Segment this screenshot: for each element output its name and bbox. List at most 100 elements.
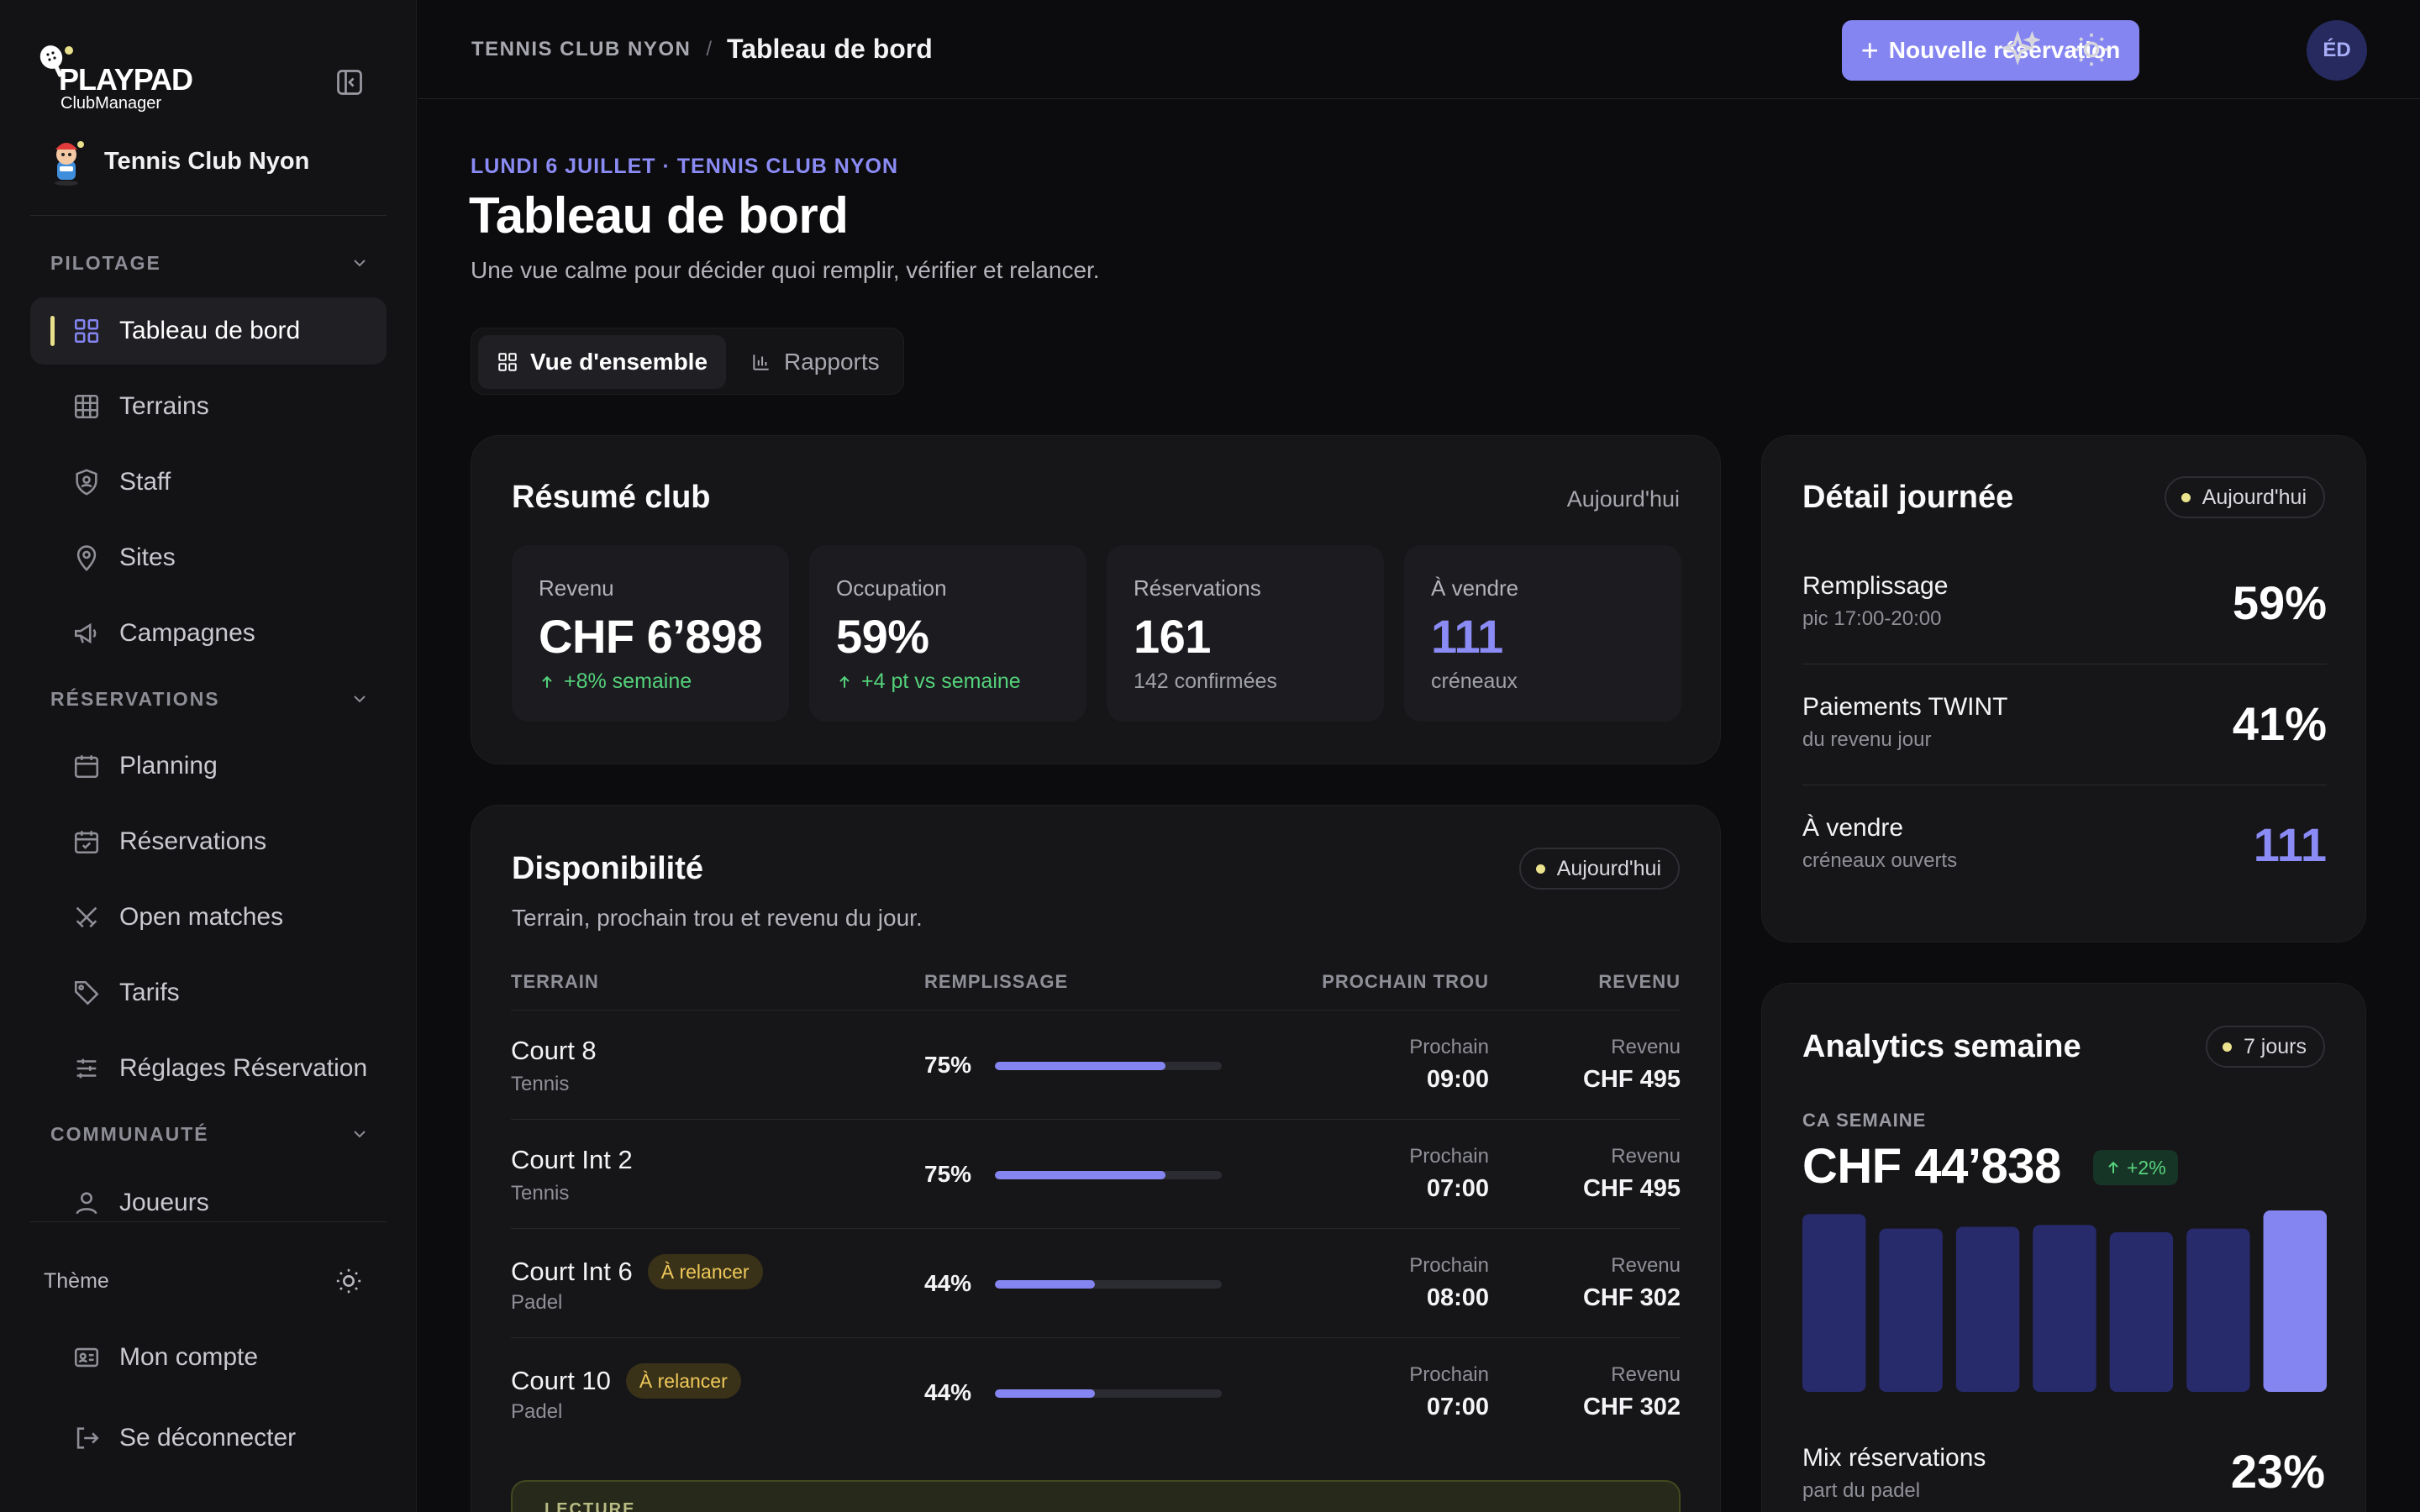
tab-label: Vue d'ensemble xyxy=(530,349,708,375)
week-bar-4[interactable] xyxy=(2033,1225,2096,1392)
sidebar-item-planning[interactable]: Planning xyxy=(30,732,387,800)
club-switcher[interactable]: Tennis Club Nyon xyxy=(47,134,309,188)
court-name: Court Int 6 À relancer xyxy=(511,1254,763,1289)
sidebar-item-label: Open matches xyxy=(119,903,284,931)
new-booking-button[interactable]: + Nouvelle réservation xyxy=(1842,20,2139,81)
collapse-sidebar-icon[interactable] xyxy=(334,67,365,97)
next-slot-label: Prochain xyxy=(1409,1145,1489,1168)
sidebar-item-label: Terrains xyxy=(119,392,209,420)
court-label: Court Int 2 xyxy=(511,1145,633,1174)
sidebar-item-reservations[interactable]: Réservations xyxy=(30,808,387,875)
column-prochain-trou[interactable]: PROCHAIN TROU xyxy=(1322,971,1489,992)
sidebar-item-reglages-reservation[interactable]: Réglages Réservation xyxy=(30,1035,387,1102)
day-detail-period-pill[interactable]: Aujourd'hui xyxy=(2164,476,2325,518)
week-bar-2[interactable] xyxy=(1879,1228,1943,1392)
breadcrumb-club[interactable]: TENNIS CLUB NYON xyxy=(471,37,692,60)
revenue-value: CHF 302 xyxy=(1582,1284,1681,1311)
sidebar-item-tarifs[interactable]: Tarifs xyxy=(30,959,387,1026)
mix-value: 23% xyxy=(2230,1445,2325,1498)
fill-percent: 44% xyxy=(924,1270,972,1296)
week-bar-1[interactable] xyxy=(1802,1214,1866,1392)
revenue-value: CHF 495 xyxy=(1582,1066,1681,1093)
group-pilotage[interactable]: PILOTAGE xyxy=(50,246,370,280)
sidebar-item-tableau-de-bord[interactable]: Tableau de bord xyxy=(30,297,387,365)
week-bar-3[interactable] xyxy=(1955,1226,2020,1392)
week-bar-6[interactable] xyxy=(2186,1228,2250,1392)
playpad-logo[interactable]: PLAYPAD ClubManager xyxy=(37,44,197,116)
week-bar-5[interactable] xyxy=(2109,1231,2174,1392)
stat-label: Occupation xyxy=(836,575,947,601)
sidebar-item-mon-compte[interactable]: Mon compte xyxy=(30,1324,387,1391)
stat-label: Revenu xyxy=(539,575,614,601)
group-communaute[interactable]: COMMUNAUTÉ xyxy=(50,1117,370,1151)
column-revenu[interactable]: REVENU xyxy=(1598,971,1681,992)
revenue-value: CHF 495 xyxy=(1582,1175,1681,1202)
tab-rapports[interactable]: Rapports xyxy=(732,335,898,389)
sidebar-item-terrains[interactable]: Terrains xyxy=(30,373,387,440)
page-title: Tableau de bord xyxy=(469,187,849,244)
detail-value: 41% xyxy=(2232,697,2327,750)
availability-period-pill[interactable]: Aujourd'hui xyxy=(1518,848,1680,890)
court-label: Court Int 6 xyxy=(511,1257,633,1286)
group-reservations-label: RÉSERVATIONS xyxy=(50,687,220,710)
table-row[interactable]: Court 8 Tennis 75% Prochain 09:00 Revenu… xyxy=(511,1010,1681,1119)
sidebar-item-label: Joueurs xyxy=(119,1189,209,1216)
stat-revenu[interactable]: Revenu CHF 6’898 +8% semaine xyxy=(512,545,789,722)
sidebar-item-sites[interactable]: Sites xyxy=(30,524,387,591)
stat-value: CHF 6’898 xyxy=(539,610,763,663)
fill-percent: 75% xyxy=(924,1161,972,1187)
column-remplissage[interactable]: REMPLISSAGE xyxy=(924,971,1069,992)
arrow-up-icon xyxy=(2108,1161,2118,1173)
sidebar: PLAYPAD ClubManager Tennis Club Nyon PIL… xyxy=(0,0,417,1512)
week-bar-7[interactable] xyxy=(2263,1210,2327,1392)
sidebar-item-campagnes[interactable]: Campagnes xyxy=(30,600,387,667)
analytics-period-pill[interactable]: 7 jours xyxy=(2205,1026,2325,1068)
table-row[interactable]: Court Int 2 Tennis 75% Prochain 07:00 Re… xyxy=(511,1119,1681,1228)
group-reservations[interactable]: RÉSERVATIONS xyxy=(50,682,370,716)
sidebar-item-se-deconnecter[interactable]: Se déconnecter xyxy=(30,1404,387,1472)
theme-label: Thème xyxy=(44,1268,109,1293)
ca-week-value: CHF 44’838 xyxy=(1802,1139,2061,1194)
pill-label: 7 jours xyxy=(2243,1034,2307,1058)
sparkles-icon[interactable] xyxy=(2002,30,2040,69)
group-pilotage-label: PILOTAGE xyxy=(50,251,161,274)
stat-note-text: +8% semaine xyxy=(564,669,692,693)
next-slot-time: 07:00 xyxy=(1426,1394,1489,1420)
stat-note: +8% semaine xyxy=(539,669,692,694)
sun-icon[interactable] xyxy=(334,1267,363,1295)
table-row[interactable]: Court Int 6 À relancer Padel 44% Prochain… xyxy=(511,1228,1681,1337)
column-terrain[interactable]: TERRAIN xyxy=(511,971,599,992)
club-name: Tennis Club Nyon xyxy=(104,147,310,175)
sidebar-item-staff[interactable]: Staff xyxy=(30,449,387,516)
next-slot-label: Prochain xyxy=(1409,1363,1489,1386)
summary-period[interactable]: Aujourd'hui xyxy=(1566,486,1680,512)
court-type: Tennis xyxy=(511,1073,570,1095)
page-eyebrow: LUNDI 6 JUILLET · TENNIS CLUB NYON xyxy=(471,155,899,178)
next-slot-label: Prochain xyxy=(1409,1254,1489,1277)
sun-icon[interactable] xyxy=(2072,30,2111,69)
court-name: Court Int 2 xyxy=(511,1145,633,1175)
chevron-down-icon xyxy=(354,1131,366,1138)
stat-reservations[interactable]: Réservations 161 142 confirmées xyxy=(1107,545,1384,722)
logout-icon xyxy=(76,1427,99,1449)
avatar[interactable]: ÉD xyxy=(2307,20,2367,81)
next-slot-time: 07:00 xyxy=(1426,1175,1489,1202)
tab-vue-ensemble[interactable]: Vue d'ensemble xyxy=(478,335,727,389)
revenue-label: Revenu xyxy=(1611,1254,1681,1277)
sidebar-item-label: Se déconnecter xyxy=(119,1424,297,1452)
map-pin-icon xyxy=(76,545,97,571)
sidebar-item-joueurs[interactable]: Joueurs xyxy=(30,1169,387,1221)
stat-note-text: +4 pt vs semaine xyxy=(861,669,1021,693)
breadcrumb-current: Tableau de bord xyxy=(727,34,933,64)
stat-a-vendre[interactable]: À vendre 111 créneaux xyxy=(1404,545,1681,722)
day-detail-title: Détail journée xyxy=(1802,480,2014,515)
swords-icon xyxy=(76,906,97,928)
megaphone-icon xyxy=(74,622,97,644)
stat-value: 111 xyxy=(1431,610,1503,663)
court-type: Padel xyxy=(511,1291,563,1314)
stat-occupation[interactable]: Occupation 59% +4 pt vs semaine xyxy=(809,545,1086,722)
sidebar-item-open-matches[interactable]: Open matches xyxy=(30,884,387,951)
table-row[interactable]: Court 10 À relancer Padel 44% Prochain 07… xyxy=(511,1337,1681,1446)
detail-value: 59% xyxy=(2232,576,2327,629)
bar-chart-icon xyxy=(753,354,769,370)
